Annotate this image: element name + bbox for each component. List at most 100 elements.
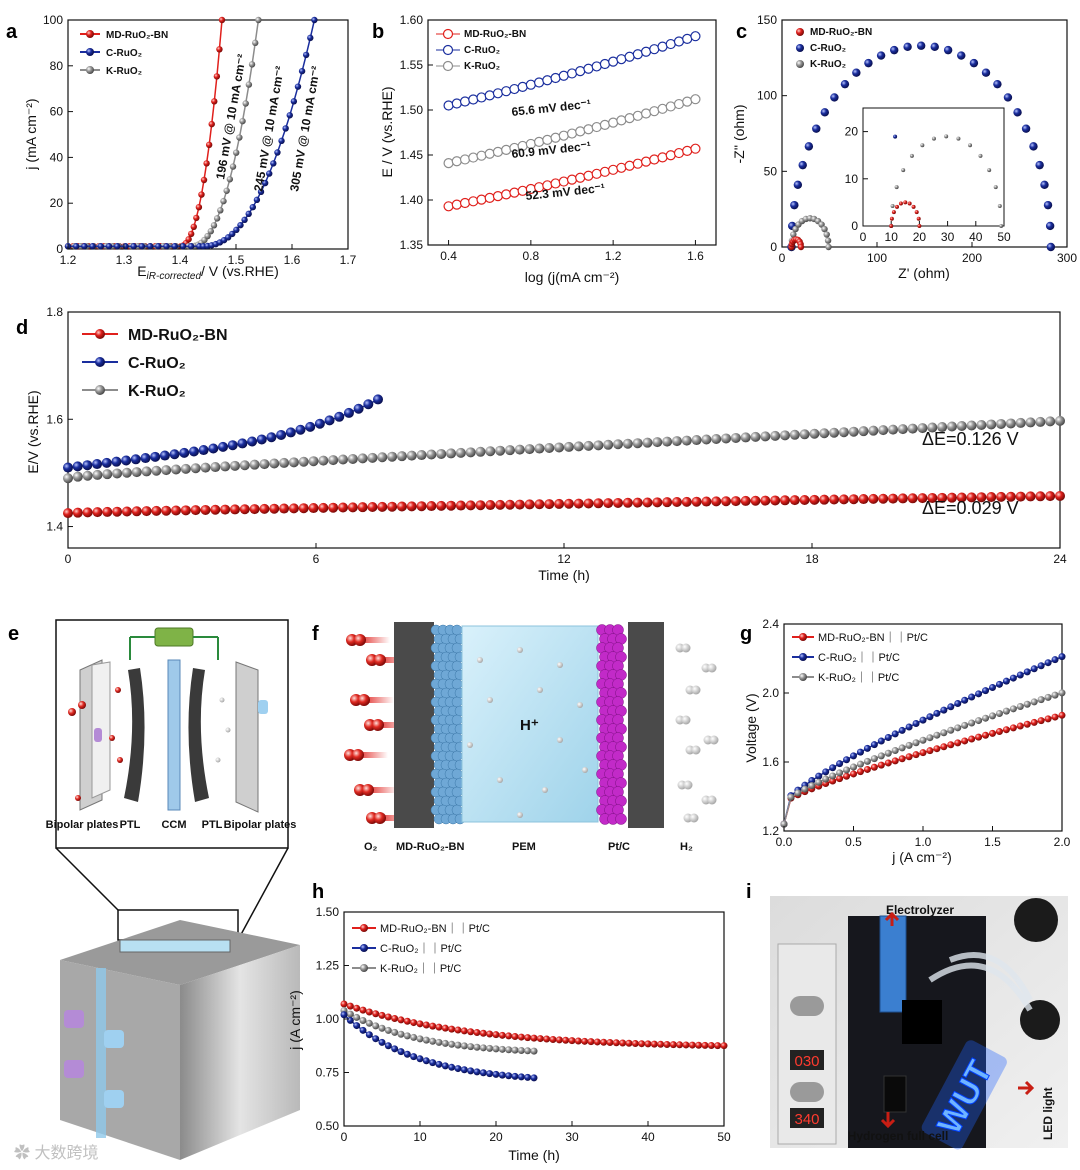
label-pem: PEM xyxy=(512,841,536,853)
data-point-md xyxy=(940,743,948,751)
data-point-md xyxy=(426,501,437,512)
chart-d-series xyxy=(63,394,1065,519)
data-point-md xyxy=(530,1034,538,1042)
data-point-md xyxy=(509,187,520,198)
data-point-k xyxy=(591,121,602,133)
data-point-k xyxy=(92,469,103,480)
data-point-c xyxy=(73,243,80,250)
data-point-c xyxy=(905,723,913,731)
data-point-md xyxy=(198,191,205,198)
panel-label-c: c xyxy=(736,21,747,43)
label-bipolar-left: Bipolar plates xyxy=(46,819,119,831)
data-point-md xyxy=(870,763,878,771)
data-point-md xyxy=(809,494,820,505)
data-point-md xyxy=(682,145,693,156)
data-point-md xyxy=(649,154,660,165)
data-point-c xyxy=(830,93,839,102)
data-point-k xyxy=(387,451,398,462)
data-point-c xyxy=(179,447,190,458)
data-point-c xyxy=(583,63,594,74)
data-point-k xyxy=(298,456,309,467)
data-point-c xyxy=(877,737,885,745)
data-point-c xyxy=(111,456,122,467)
data-point-k xyxy=(328,455,339,466)
x-tick-label: 50 xyxy=(997,230,1011,244)
data-point-md xyxy=(131,506,142,517)
data-point-k xyxy=(1025,417,1036,428)
data-point-k xyxy=(255,16,262,24)
data-point-md xyxy=(616,162,627,173)
data-point-md xyxy=(441,1024,449,1032)
data-point-k xyxy=(550,132,561,143)
data-point-c xyxy=(454,1065,462,1073)
data-point-md xyxy=(662,497,673,508)
data-point-k xyxy=(534,443,545,454)
data-point-k xyxy=(888,424,899,435)
legend-h-k: K-RuO₂｜｜Pt/C xyxy=(380,962,461,975)
inset-point-md xyxy=(891,210,896,215)
x-tick-label: 10 xyxy=(885,230,899,244)
data-point-c xyxy=(484,90,495,101)
data-point-k xyxy=(829,772,837,780)
data-point-c xyxy=(863,744,871,752)
data-point-md xyxy=(279,503,290,514)
data-point-k xyxy=(829,427,840,438)
data-point-md xyxy=(448,1025,456,1033)
hydrogen-atom xyxy=(691,685,701,695)
x-tick-label: 1.5 xyxy=(228,253,245,267)
data-point-k xyxy=(665,101,676,112)
data-point-c xyxy=(163,243,170,250)
data-point-md xyxy=(298,503,309,514)
data-point-k xyxy=(131,467,142,478)
data-point-c xyxy=(632,49,643,60)
data-point-c xyxy=(101,457,112,468)
data-point-md xyxy=(200,504,211,515)
data-point-c xyxy=(1051,656,1059,664)
data-point-k xyxy=(416,450,427,461)
data-point-md xyxy=(933,745,941,753)
data-point-md xyxy=(912,751,920,759)
data-point-c xyxy=(353,1022,361,1030)
data-point-k xyxy=(485,446,496,457)
data-point-c xyxy=(1035,160,1044,170)
data-point-md xyxy=(961,737,969,745)
chart-b-xlabel: log (j(mA cm⁻²) xyxy=(525,269,620,285)
chart-a-ticks: 1.2 1.3 1.4 1.5 1.6 1.7 0 20 40 60 80 100 xyxy=(43,13,357,267)
ptl-right xyxy=(188,668,209,802)
inlet-port-icon xyxy=(94,728,102,742)
data-point-c xyxy=(159,450,170,461)
x-tick-label: 18 xyxy=(805,552,819,566)
data-point-c xyxy=(403,1050,411,1058)
data-point-c xyxy=(995,680,1003,688)
data-point-c xyxy=(804,142,814,151)
data-point-c xyxy=(501,86,512,97)
data-point-md xyxy=(856,768,864,776)
data-point-md xyxy=(479,1029,487,1037)
data-point-md xyxy=(476,194,487,205)
data-point-md xyxy=(989,729,996,737)
data-point-k xyxy=(721,433,732,444)
data-point-k xyxy=(229,163,237,170)
data-point-c xyxy=(150,451,161,462)
data-point-md xyxy=(340,1000,348,1008)
label-ptc: Pt/C xyxy=(608,841,630,853)
outlet-port-icon xyxy=(104,1030,124,1048)
data-point-md xyxy=(954,739,962,747)
data-point-c xyxy=(940,706,948,714)
data-point-k xyxy=(403,1032,411,1040)
data-point-k xyxy=(239,460,250,471)
data-point-md xyxy=(468,196,479,207)
data-point-c xyxy=(608,56,619,67)
data-point-k xyxy=(1045,416,1056,427)
data-point-c xyxy=(969,58,979,68)
data-point-c xyxy=(1058,653,1066,661)
data-point-md xyxy=(213,73,221,80)
label-ptl-left: PTL xyxy=(120,819,141,831)
legend-g-c: C-RuO₂｜｜Pt/C xyxy=(818,651,900,664)
x-tick-label: 20 xyxy=(489,1130,503,1144)
data-point-md xyxy=(504,499,515,510)
data-point-c xyxy=(550,72,561,84)
chart-a-xlabel: EiR-corrected/ V (vs.RHE) xyxy=(137,263,279,282)
data-point-c xyxy=(812,124,821,133)
